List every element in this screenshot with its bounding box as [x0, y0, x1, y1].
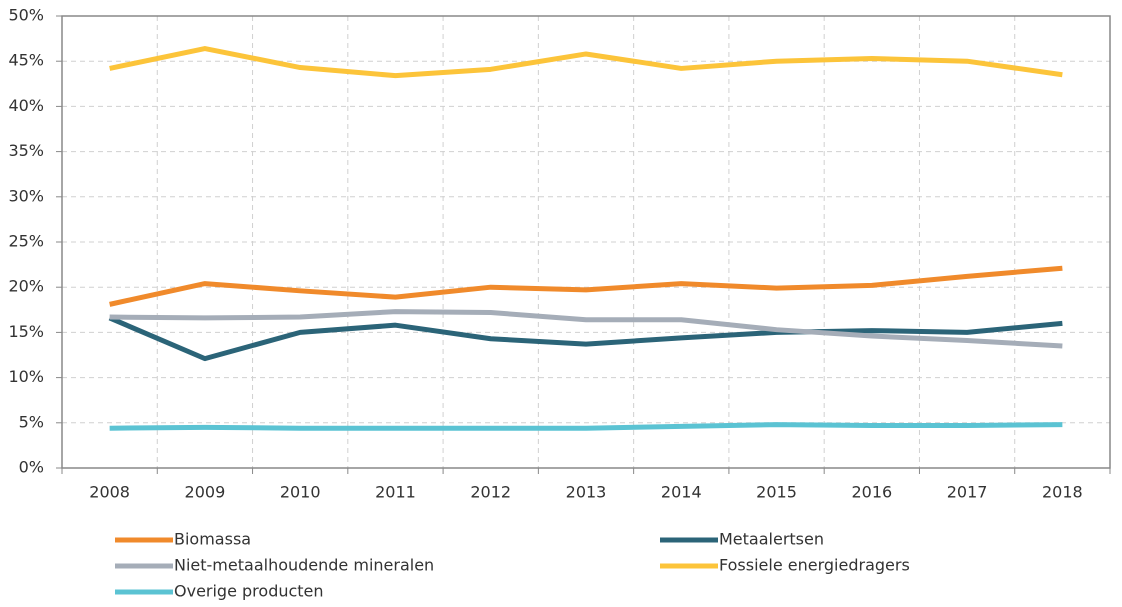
y-tick-label: 45% [8, 51, 44, 70]
y-tick-label: 15% [8, 322, 44, 341]
y-tick-label: 50% [8, 6, 44, 25]
x-tick-label: 2013 [566, 483, 607, 502]
y-tick-label: 35% [8, 141, 44, 160]
legend-label: Overige producten [174, 582, 324, 601]
y-tick-label: 30% [8, 186, 44, 205]
legend-label: Metaalertsen [719, 530, 824, 549]
x-tick-label: 2015 [756, 483, 797, 502]
series-line [109, 309, 1063, 349]
y-tick-label: 25% [8, 232, 44, 251]
y-tick-label: 20% [8, 277, 44, 296]
plot-frame [61, 15, 1111, 469]
x-tick-label: 2008 [89, 483, 130, 502]
x-tick-label: 2014 [661, 483, 702, 502]
x-tick-label: 2009 [185, 483, 226, 502]
y-tick-label: 40% [8, 96, 44, 115]
series-line [109, 422, 1063, 431]
series-line [108, 315, 1063, 362]
y-tick-label: 10% [8, 367, 44, 386]
x-tick-label: 2017 [947, 483, 988, 502]
legend-label: Biomassa [174, 530, 251, 549]
x-tick-label: 2011 [375, 483, 416, 502]
legend-label: Fossiele energiedragers [719, 556, 910, 575]
x-tick-label: 2016 [851, 483, 892, 502]
series-line [109, 46, 1063, 79]
legend-label: Niet-metaalhoudende mineralen [174, 556, 434, 575]
x-tick-label: 2018 [1042, 483, 1083, 502]
x-tick-label: 2012 [470, 483, 511, 502]
x-tick-label: 2010 [280, 483, 321, 502]
series-line [109, 265, 1063, 307]
y-tick-label: 5% [19, 412, 44, 431]
y-tick-label: 0% [19, 458, 44, 477]
